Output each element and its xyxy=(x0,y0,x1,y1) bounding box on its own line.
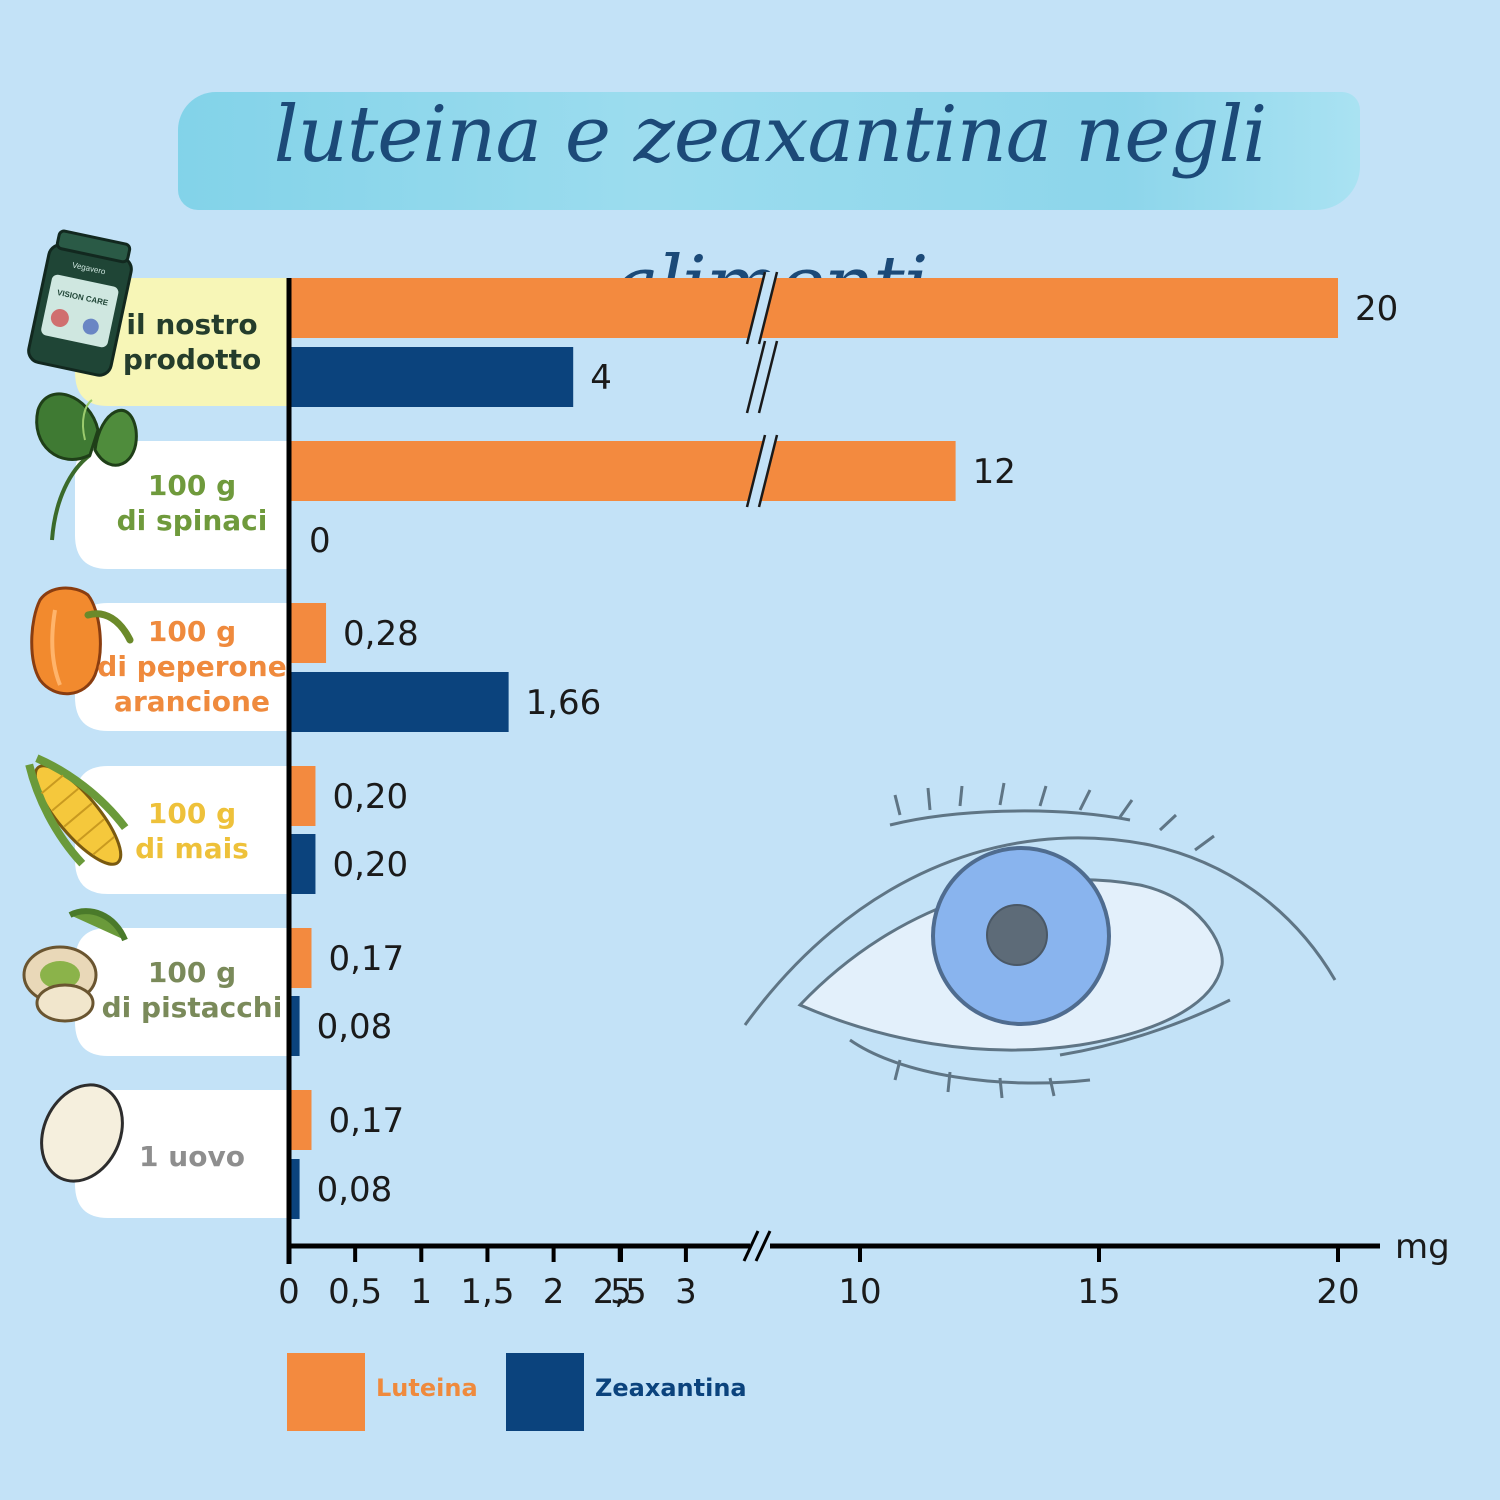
category-tab-4 xyxy=(75,928,289,1056)
bar-break-zeaxantina-0 xyxy=(747,341,777,413)
bar-zeaxantina-3 xyxy=(289,834,316,894)
eye-illustration xyxy=(743,782,1337,1099)
category-label-mais: 100 g di mais xyxy=(135,797,249,865)
bar-luteina-4 xyxy=(289,928,312,988)
x-tick-label-8: 10 xyxy=(838,1272,881,1312)
bar-break-line-a-luteina-0 xyxy=(745,271,767,345)
category-icons: Vegavero VISION CARE xyxy=(22,229,138,1183)
category-label-pistacchi: 100 g di pistacchi xyxy=(101,956,283,1024)
data-label-luteina-0: 20 xyxy=(1355,289,1398,329)
category-tab-5 xyxy=(75,1090,289,1218)
bar-break-line-b-luteina-1 xyxy=(757,434,779,508)
x-tick-label-6: 3 xyxy=(675,1272,697,1312)
x-tick-label-9: 15 xyxy=(1077,1272,1120,1312)
egg-icon xyxy=(40,1083,124,1183)
supplement-jar-icon: Vegavero VISION CARE xyxy=(27,229,133,377)
bar-luteina-1 xyxy=(289,441,956,501)
bar-zeaxantina-2 xyxy=(289,672,509,732)
legend-label-zeaxantina: Zeaxantina xyxy=(595,1374,747,1402)
bar-luteina-3 xyxy=(289,766,316,826)
x-tick-label-7: 5 xyxy=(610,1272,632,1312)
bar-zeaxantina-4 xyxy=(289,996,300,1056)
x-axis-unit-label: mg xyxy=(1395,1227,1450,1267)
legend-label-luteina: Luteina xyxy=(376,1374,478,1402)
bar-zeaxantina-5 xyxy=(289,1159,300,1219)
x-tick-label-3: 1,5 xyxy=(460,1272,514,1312)
data-label-zeaxantina-4: 0,08 xyxy=(317,1007,393,1047)
pistachio-icon xyxy=(22,908,128,1023)
data-label-luteina-4: 0,17 xyxy=(328,939,404,979)
x-tick-label-2: 1 xyxy=(410,1272,432,1312)
data-label-zeaxantina-5: 0,08 xyxy=(317,1170,393,1210)
orange-pepper-icon xyxy=(30,586,134,696)
bars: 20 12 0,28 0,20 0,17 0,17 4 0 1,66 0,20 0,08 0,08 xyxy=(289,271,1398,1219)
data-label-zeaxantina-1: 0 xyxy=(309,521,331,561)
bar-luteina-5 xyxy=(289,1090,312,1150)
bar-break-line-b-zeaxantina-0 xyxy=(757,340,779,414)
bar-break-luteina-0 xyxy=(747,272,777,344)
data-label-zeaxantina-3: 0,20 xyxy=(332,845,408,885)
category-label-uovo: 1 uovo xyxy=(139,1140,245,1173)
spinach-icon xyxy=(35,392,138,541)
corn-icon xyxy=(25,754,129,867)
category-label-spinaci: 100 g di spinaci xyxy=(116,469,268,537)
bar-zeaxantina-0 xyxy=(289,347,574,407)
bar-luteina-2 xyxy=(289,603,327,663)
axes: 0 0,5 1 1,5 2 2,5 3 5 10 15 20 mg xyxy=(278,278,1450,1312)
x-tick-label-4: 2 xyxy=(543,1272,565,1312)
x-axis-break-a xyxy=(742,1230,760,1262)
category-tab-0 xyxy=(75,278,289,406)
bar-break-line-a-luteina-1 xyxy=(745,434,767,508)
data-label-zeaxantina-2: 1,66 xyxy=(526,683,602,723)
bar-break-line-b-luteina-0 xyxy=(757,271,779,345)
legend-swatch-luteina xyxy=(287,1353,365,1431)
bar-break-luteina-1 xyxy=(747,435,777,507)
x-tick-label-0: 0 xyxy=(278,1272,300,1312)
category-label-prodotto: il nostro prodotto xyxy=(122,308,262,376)
x-tick-label-10: 20 xyxy=(1316,1272,1359,1312)
data-label-zeaxantina-0: 4 xyxy=(590,358,612,398)
bar-luteina-0 xyxy=(289,278,1338,338)
category-tab-3 xyxy=(75,766,289,894)
x-tick-label-1: 0,5 xyxy=(328,1272,382,1312)
data-label-luteina-5: 0,17 xyxy=(328,1101,404,1141)
x-tick-label-5: 2,5 xyxy=(593,1272,647,1312)
category-tab-1 xyxy=(75,441,289,569)
data-label-luteina-1: 12 xyxy=(973,452,1016,492)
x-axis-break-b xyxy=(754,1230,772,1262)
data-label-luteina-2: 0,28 xyxy=(343,614,419,654)
data-label-luteina-3: 0,20 xyxy=(332,777,408,817)
title-background xyxy=(178,92,1360,210)
legend-swatch-zeaxantina xyxy=(506,1353,584,1431)
category-label-peperone: 100 g di peperone arancione xyxy=(97,615,287,718)
bar-break-line-a-zeaxantina-0 xyxy=(745,340,767,414)
